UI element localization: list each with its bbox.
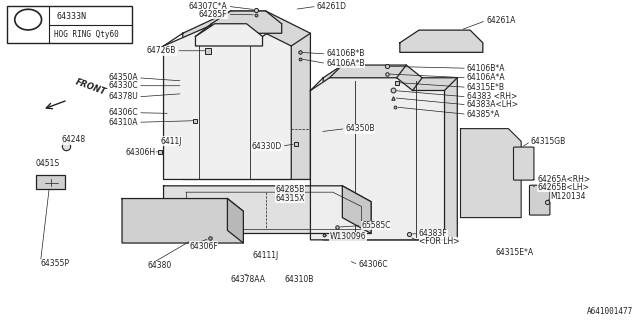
Text: HOG RING Qty60: HOG RING Qty60 (54, 30, 118, 39)
Polygon shape (323, 65, 458, 240)
Text: 64106B*B: 64106B*B (326, 49, 365, 59)
Text: 0451S: 0451S (36, 159, 60, 168)
FancyBboxPatch shape (513, 147, 534, 180)
Text: 64378U: 64378U (108, 92, 138, 101)
Text: 64330D: 64330D (252, 142, 282, 151)
Text: 64285F: 64285F (199, 10, 227, 19)
Polygon shape (211, 11, 282, 33)
Text: 65585C: 65585C (362, 221, 391, 230)
Text: W130096: W130096 (330, 232, 366, 241)
Text: 64350B: 64350B (346, 124, 375, 133)
Text: 64315GB: 64315GB (531, 137, 566, 146)
Polygon shape (164, 186, 371, 234)
Polygon shape (195, 24, 262, 46)
Text: 64350A: 64350A (108, 73, 138, 82)
Text: 64380: 64380 (148, 261, 172, 270)
FancyBboxPatch shape (36, 175, 65, 189)
Polygon shape (122, 198, 243, 243)
Text: 64315E*A: 64315E*A (495, 248, 534, 257)
Text: 64310B: 64310B (285, 275, 314, 284)
Text: M120134: M120134 (550, 192, 586, 202)
FancyBboxPatch shape (529, 185, 550, 215)
Polygon shape (227, 198, 243, 243)
Text: 64333N: 64333N (57, 12, 87, 21)
Text: 64315E*B: 64315E*B (467, 83, 505, 92)
Text: 64111J: 64111J (253, 251, 279, 260)
Text: 64383F: 64383F (419, 229, 447, 238)
Text: FRONT: FRONT (74, 77, 108, 97)
Polygon shape (461, 129, 521, 218)
Text: 64261D: 64261D (317, 2, 347, 11)
Polygon shape (182, 11, 310, 180)
Text: 64385*A: 64385*A (467, 110, 500, 119)
Text: 64307C*A: 64307C*A (189, 2, 227, 11)
Text: 64315X: 64315X (275, 194, 305, 203)
Text: <FOR LH>: <FOR LH> (419, 237, 460, 246)
Text: 64265B<LH>: 64265B<LH> (537, 183, 589, 192)
Text: 64285B: 64285B (275, 185, 305, 194)
FancyBboxPatch shape (7, 6, 132, 43)
Text: 64306C: 64306C (358, 260, 388, 269)
Text: 64265A<RH>: 64265A<RH> (537, 175, 590, 184)
Text: 64106A*A: 64106A*A (467, 73, 506, 82)
Text: 64378AA: 64378AA (230, 275, 266, 284)
Text: 64248: 64248 (61, 135, 86, 144)
Text: 64383A<LH>: 64383A<LH> (467, 100, 519, 109)
Text: 64330C: 64330C (108, 81, 138, 90)
Polygon shape (342, 186, 371, 234)
Text: 64106A*B: 64106A*B (326, 59, 365, 68)
Polygon shape (164, 24, 291, 180)
Text: 6411J: 6411J (161, 137, 182, 146)
Text: 64106B*A: 64106B*A (467, 64, 506, 73)
Text: 64726B: 64726B (147, 46, 176, 55)
Text: A641001477: A641001477 (587, 307, 633, 316)
Text: 64306F: 64306F (189, 242, 218, 251)
Polygon shape (400, 30, 483, 52)
Text: 64310A: 64310A (109, 118, 138, 127)
Text: 64306H: 64306H (125, 148, 156, 157)
Text: 64306C: 64306C (108, 108, 138, 117)
Text: 64383 <RH>: 64383 <RH> (467, 92, 517, 101)
Polygon shape (310, 78, 445, 240)
Text: 64261A: 64261A (486, 16, 515, 25)
Text: 64355P: 64355P (40, 259, 69, 268)
